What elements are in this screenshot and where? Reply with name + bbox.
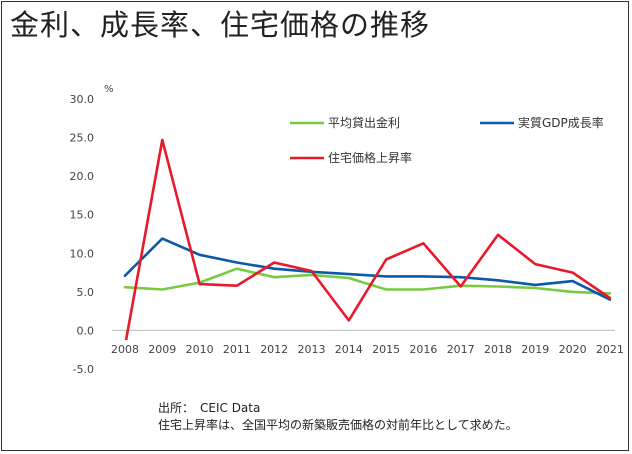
series-line-2 — [123, 237, 612, 301]
y-tick-label: 30.0 — [70, 93, 95, 106]
x-tick-label: 2019 — [521, 343, 549, 356]
axis-layer: 30.0 25.0 20.0 15.0 10.0 5.0 0.0 -5.0% 2008 2009 2… — [70, 84, 624, 376]
y-tick-label: 0.0 — [77, 324, 95, 337]
x-tick-label: 2021 — [596, 343, 624, 356]
y-tick-label: 10.0 — [70, 247, 95, 260]
legend-label: 実質GDP成長率 — [518, 115, 604, 130]
x-tick-label: 2015 — [372, 343, 400, 356]
chart-notes: 出所： CEIC Data 住宅上昇率は、全国平均の新築販売価格の対前年比として… — [158, 400, 518, 434]
x-tick-label: 2011 — [223, 343, 251, 356]
x-tick-label: 2017 — [447, 343, 475, 356]
x-tick-label: 2020 — [559, 343, 587, 356]
x-tick-label: 2013 — [298, 343, 326, 356]
series-line-1 — [123, 267, 612, 295]
x-tick-label: 2012 — [260, 343, 288, 356]
x-tick-label: 2010 — [186, 343, 214, 356]
y-tick-label: 20.0 — [70, 170, 95, 183]
series-layer — [123, 138, 612, 340]
chart-title: 金利、成長率、住宅価格の推移 — [10, 8, 431, 42]
x-tick-label: 2014 — [335, 343, 363, 356]
y-tick-label: 15.0 — [70, 209, 95, 222]
series-line-3 — [124, 138, 612, 340]
x-tick-label: 2008 — [111, 343, 139, 356]
y-unit-label: % — [104, 84, 114, 95]
x-tick-label: 2009 — [148, 343, 176, 356]
x-tick-label: 2018 — [484, 343, 512, 356]
legend-label: 住宅価格上昇率 — [328, 150, 412, 165]
x-tick-label: 2016 — [409, 343, 437, 356]
y-tick-label: -5.0 — [73, 363, 94, 376]
remark-note: 住宅上昇率は、全国平均の新築販売価格の対前年比として求めた。 — [158, 418, 518, 432]
legend-label: 平均貸出金利 — [328, 115, 400, 130]
y-tick-label: 5.0 — [77, 286, 95, 299]
source-note: 出所： CEIC Data — [158, 401, 261, 415]
y-tick-label: 25.0 — [70, 132, 95, 145]
